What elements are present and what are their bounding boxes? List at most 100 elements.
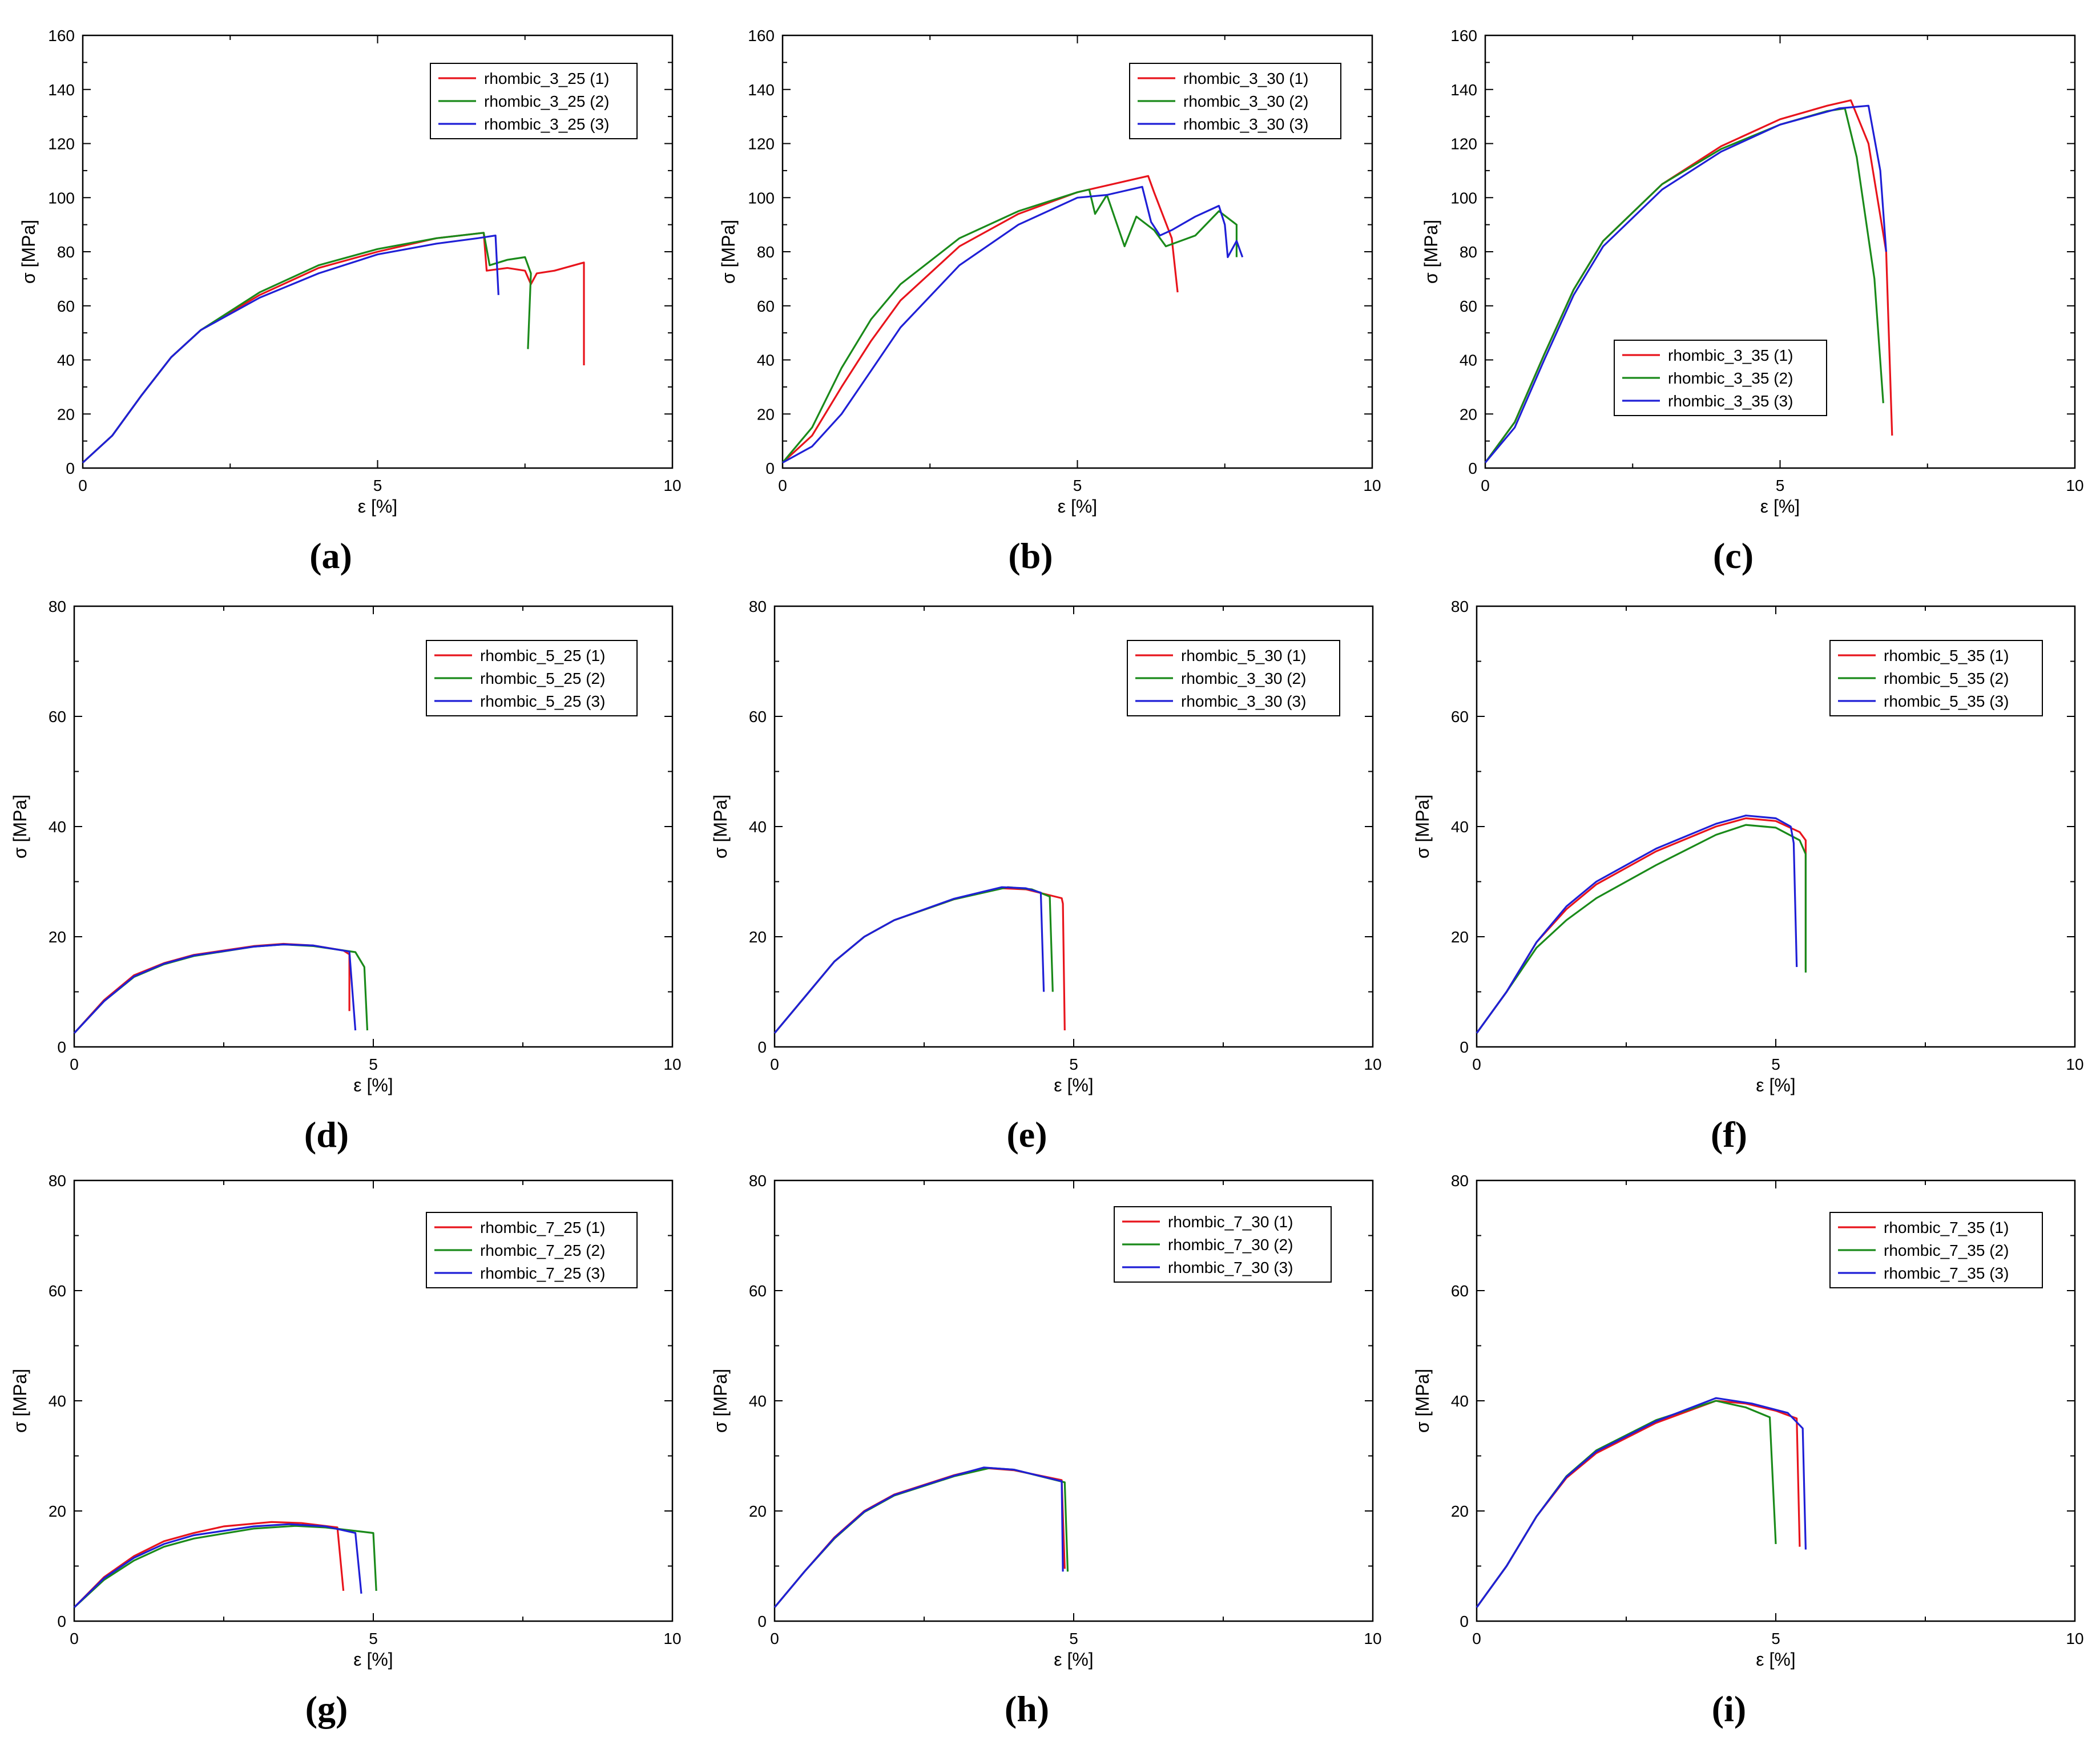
y-axis-label: σ [MPa] xyxy=(10,795,30,859)
y-tick-label: 0 xyxy=(1460,1038,1469,1056)
y-tick-label: 20 xyxy=(749,1502,767,1520)
legend-entry: rhombic_3_30 (2) xyxy=(1183,92,1308,110)
y-tick-label: 60 xyxy=(749,708,767,726)
x-tick-label: 0 xyxy=(770,1055,779,1073)
y-tick-label: 80 xyxy=(57,243,75,261)
legend-entry: rhombic_5_35 (2) xyxy=(1884,670,2009,687)
legend-entry: rhombic_5_25 (2) xyxy=(480,670,605,687)
x-axis-label: ε [%] xyxy=(1054,1649,1093,1670)
y-tick-label: 0 xyxy=(1468,460,1477,477)
y-tick-label: 80 xyxy=(757,243,775,261)
y-tick-label: 140 xyxy=(748,81,775,99)
y-tick-label: 0 xyxy=(757,1038,767,1056)
y-tick-label: 0 xyxy=(57,1038,66,1056)
panel-label: (e) xyxy=(1006,1114,1047,1155)
panel-label: (g) xyxy=(305,1688,348,1729)
legend-entry: rhombic_7_25 (3) xyxy=(480,1264,605,1282)
x-tick-label: 10 xyxy=(663,477,681,494)
x-axis-label: ε [%] xyxy=(1058,496,1097,517)
legend-entry: rhombic_3_35 (3) xyxy=(1668,392,1793,410)
legend: rhombic_3_25 (1) rhombic_3_25 (2) rhombic_… xyxy=(430,63,638,139)
y-tick-label: 60 xyxy=(49,1282,66,1300)
series-line-1 xyxy=(73,1521,345,1609)
legend: rhombic_5_35 (1) rhombic_5_35 (2) rhombic_… xyxy=(1829,640,2043,716)
legend: rhombic_5_25 (1) rhombic_5_25 (2) rhombic_… xyxy=(426,640,638,716)
chart-panel-9: 0 20 40 60 80 0 5 10 ε [%] σ [MPa] rhombic_7_35 (1… xyxy=(1412,1172,2084,1729)
y-axis-label: σ [MPa] xyxy=(1421,220,1441,284)
y-tick-label: 60 xyxy=(749,1282,767,1300)
series-line-3 xyxy=(1484,104,1887,464)
series-line-1 xyxy=(773,887,1066,1034)
legend-entry: rhombic_3_35 (2) xyxy=(1668,369,1793,387)
legend-entry: rhombic_3_25 (3) xyxy=(484,115,609,133)
x-axis-label: ε [%] xyxy=(358,496,397,517)
x-tick-label: 0 xyxy=(78,477,87,494)
panel-label: (c) xyxy=(1713,535,1754,576)
x-tick-label: 5 xyxy=(1771,1630,1780,1647)
legend-entry: rhombic_5_25 (3) xyxy=(480,692,605,710)
x-tick-label: 0 xyxy=(770,1630,779,1647)
x-tick-label: 5 xyxy=(369,1630,378,1647)
y-tick-label: 40 xyxy=(1451,1392,1469,1410)
y-axis-label: σ [MPa] xyxy=(718,220,739,284)
y-axis-label: σ [MPa] xyxy=(10,1369,30,1433)
legend-entry: rhombic_3_30 (3) xyxy=(1181,692,1306,710)
y-tick-label: 40 xyxy=(57,352,75,369)
series-line-3 xyxy=(782,186,1244,464)
legend-entry: rhombic_7_35 (2) xyxy=(1884,1242,2009,1259)
chart-panel-6: 0 20 40 60 80 0 5 10 ε [%] σ [MPa] rhombic_5_35 (1… xyxy=(1412,598,2084,1155)
legend-entry: rhombic_7_30 (1) xyxy=(1168,1213,1293,1231)
legend-entry: rhombic_5_30 (1) xyxy=(1181,647,1306,664)
y-tick-label: 20 xyxy=(57,405,75,423)
legend-entry: rhombic_3_30 (3) xyxy=(1183,115,1308,133)
x-tick-label: 5 xyxy=(369,1055,378,1073)
series-line-1 xyxy=(73,942,350,1034)
legend-entry: rhombic_5_25 (1) xyxy=(480,647,605,664)
chart-panel-1: 0 20 40 60 80 100 120 140 160 0 5 10 ε [%] σ [MPa] rho… xyxy=(18,27,682,576)
series-line-1 xyxy=(82,232,585,464)
y-tick-label: 20 xyxy=(49,928,66,946)
y-tick-label: 60 xyxy=(1451,708,1469,726)
x-tick-label: 5 xyxy=(1069,1630,1078,1647)
x-tick-label: 5 xyxy=(1069,1055,1078,1073)
legend-entry: rhombic_3_35 (1) xyxy=(1668,346,1793,364)
y-tick-label: 80 xyxy=(49,1172,66,1190)
x-tick-label: 0 xyxy=(70,1055,79,1073)
y-tick-label: 60 xyxy=(757,297,775,315)
y-axis-label: σ [MPa] xyxy=(1412,795,1433,859)
series-line-2 xyxy=(781,188,1238,464)
y-tick-label: 120 xyxy=(1450,135,1477,153)
series-line-3 xyxy=(773,1466,1064,1608)
y-axis-label: σ [MPa] xyxy=(1412,1369,1433,1433)
series-line-1 xyxy=(773,1467,1066,1608)
y-tick-label: 0 xyxy=(765,460,775,477)
x-tick-label: 5 xyxy=(1771,1055,1780,1073)
panel-label: (d) xyxy=(304,1114,349,1155)
y-tick-label: 60 xyxy=(57,297,75,315)
legend-entry: rhombic_7_25 (1) xyxy=(480,1219,605,1236)
y-tick-label: 60 xyxy=(1451,1282,1469,1300)
panel-label: (f) xyxy=(1711,1114,1747,1155)
y-tick-label: 0 xyxy=(757,1613,767,1630)
y-tick-label: 120 xyxy=(48,135,75,153)
panel-label: (i) xyxy=(1712,1688,1746,1729)
chart-panel-4: 0 20 40 60 80 0 5 10 ε [%] σ [MPa] rhombic_5_25 (1… xyxy=(10,598,682,1155)
y-tick-label: 160 xyxy=(1450,27,1477,45)
series-line-2 xyxy=(1484,107,1884,464)
y-tick-label: 80 xyxy=(1460,243,1477,261)
x-tick-label: 10 xyxy=(663,1630,681,1647)
x-axis-label: ε [%] xyxy=(1756,1075,1795,1095)
y-tick-label: 40 xyxy=(749,818,767,836)
series-line-2 xyxy=(1476,1400,1777,1608)
y-tick-label: 120 xyxy=(748,135,775,153)
panel-label: (a) xyxy=(309,535,352,576)
y-tick-label: 40 xyxy=(49,1392,66,1410)
series-line-3 xyxy=(1476,1397,1807,1608)
series-line-2 xyxy=(73,1525,377,1609)
y-axis-label: σ [MPa] xyxy=(710,1369,731,1433)
series-line-2 xyxy=(773,1467,1069,1608)
x-axis-label: ε [%] xyxy=(1054,1075,1093,1095)
legend-entry: rhombic_7_30 (3) xyxy=(1168,1259,1293,1276)
x-axis-label: ε [%] xyxy=(1756,1649,1795,1670)
legend-entry: rhombic_3_30 (2) xyxy=(1181,670,1306,687)
